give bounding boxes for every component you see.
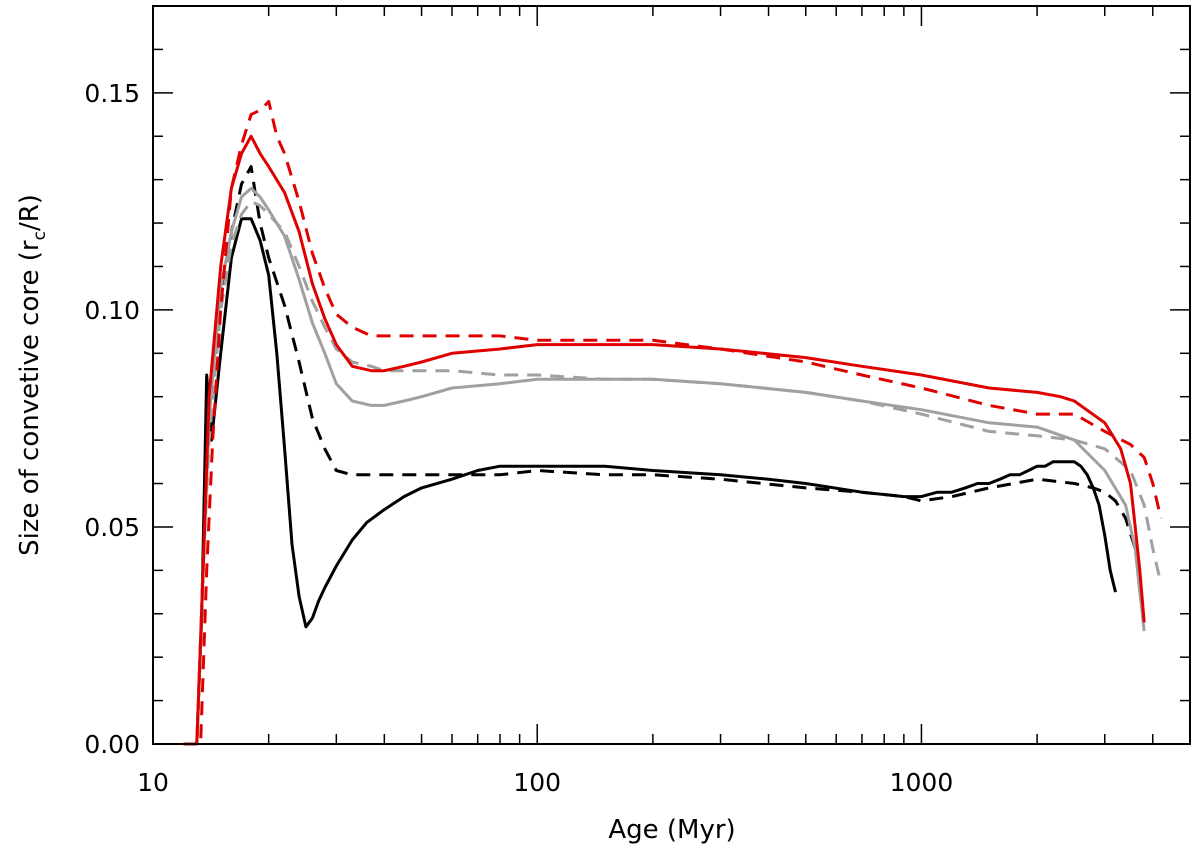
y-axis-label-suffix: /R) bbox=[15, 194, 45, 231]
y-axis-label-prefix: Size of convetive core (r bbox=[15, 240, 45, 556]
series-line-red-solid bbox=[195, 134, 1146, 745]
axis-tick-labels: 10 100 1000 0.00 0.05 0.10 0.15 bbox=[84, 79, 953, 797]
y-tick-label: 0.05 bbox=[84, 513, 140, 542]
plot-lines bbox=[183, 100, 1163, 746]
x-axis-label: Age (Myr) bbox=[608, 815, 735, 845]
series-line-gray-solid bbox=[195, 186, 1146, 745]
x-tick-label: 1000 bbox=[890, 768, 954, 797]
y-axis-label: Size of convetive core (rc/R) bbox=[15, 194, 50, 556]
axis-ticks bbox=[152, 5, 1191, 745]
y-tick-label: 0.10 bbox=[84, 296, 140, 325]
x-tick-label: 10 bbox=[137, 768, 169, 797]
y-axis-label-subscript: c bbox=[30, 231, 50, 240]
series-line-black-dashed bbox=[195, 165, 1137, 745]
y-tick-label: 0.00 bbox=[84, 730, 140, 759]
series-line-red-dashed bbox=[183, 100, 1163, 746]
series-line-gray-dashed bbox=[195, 199, 1163, 745]
x-tick-label: 100 bbox=[513, 768, 561, 797]
plot-frame bbox=[152, 5, 1191, 745]
series-line-black-solid bbox=[195, 217, 1117, 745]
y-tick-label: 0.15 bbox=[84, 79, 140, 108]
